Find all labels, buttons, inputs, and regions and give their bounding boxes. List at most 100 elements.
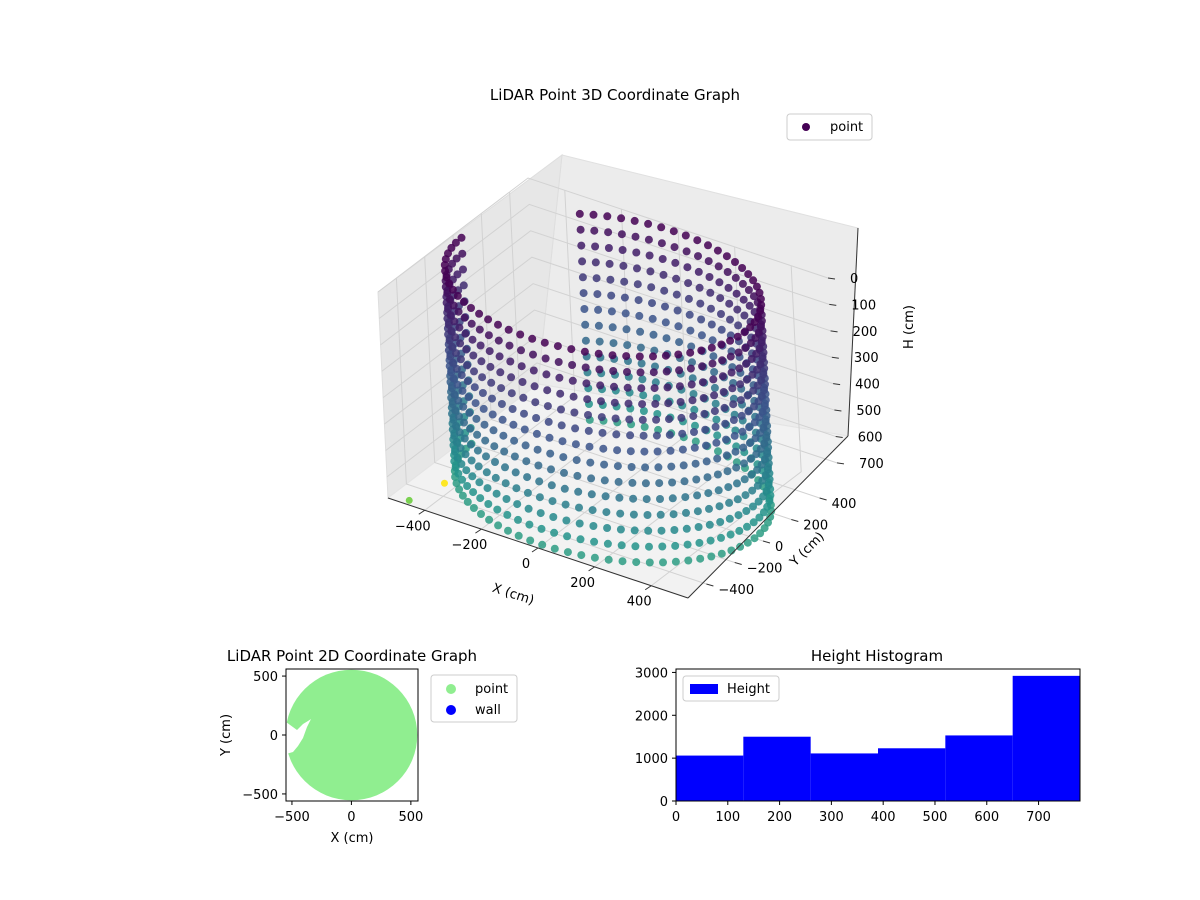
- cloud-point: [702, 441, 710, 450]
- cloud-point: [452, 349, 460, 358]
- cloud-point: [580, 347, 589, 356]
- cloud-point: [750, 534, 759, 543]
- x-tick-label-3d: −200: [452, 538, 488, 553]
- cloud-point: [708, 359, 717, 368]
- cloud-point: [587, 474, 596, 483]
- cloud-point: [463, 361, 471, 370]
- cloud-point: [732, 289, 741, 298]
- cloud-point: [496, 368, 505, 377]
- cloud-point: [668, 478, 677, 487]
- cloud-point: [578, 257, 587, 266]
- cloud-point: [547, 481, 556, 490]
- cloud-point: [705, 504, 713, 513]
- cloud-point: [648, 314, 657, 323]
- cloud-point: [586, 458, 595, 467]
- cloud-point: [637, 384, 646, 393]
- cloud-point: [702, 457, 711, 466]
- cloud-point: [710, 391, 719, 400]
- cloud-point: [749, 276, 758, 285]
- cloud-point: [525, 520, 534, 529]
- cloud-point: [742, 375, 751, 384]
- x-tick-mark-3d: [418, 509, 426, 515]
- cloud-point: [698, 362, 707, 371]
- histogram-title: Height Histogram: [811, 647, 943, 665]
- cloud-point: [513, 500, 522, 509]
- cloud-point: [625, 415, 634, 424]
- cloud-point: [736, 396, 745, 405]
- y-tick-label-3d: −200: [747, 562, 783, 577]
- cloud-point: [645, 558, 654, 567]
- cloud-point: [578, 273, 587, 282]
- cloud-point: [717, 340, 726, 349]
- cloud-point: [595, 337, 604, 346]
- cloud-point: [686, 326, 695, 335]
- cloud-point: [603, 539, 612, 548]
- cloud-point: [463, 377, 472, 386]
- cloud-point: [755, 513, 764, 522]
- cloud-point: [562, 516, 571, 525]
- cloud-point: [691, 421, 699, 430]
- cloud-point: [617, 541, 626, 550]
- cloud-point: [667, 462, 676, 471]
- cloud-point: [448, 285, 457, 294]
- cloud-point: [752, 349, 761, 358]
- histogram-x-tick-label: 200: [767, 810, 792, 825]
- cloud-point: [738, 427, 747, 436]
- cloud-point: [714, 486, 723, 495]
- cloud-point: [501, 479, 510, 488]
- cloud-point: [627, 463, 636, 471]
- cloud-point: [744, 286, 753, 294]
- cloud-point: [728, 384, 737, 393]
- cloud-point: [757, 301, 766, 309]
- cloud-point: [742, 507, 751, 515]
- cloud-point: [455, 428, 464, 437]
- cloud-point: [628, 478, 637, 487]
- cloud-point: [684, 294, 693, 303]
- cloud-point: [459, 265, 467, 274]
- cloud-point: [717, 310, 725, 318]
- cloud-point: [691, 459, 700, 468]
- cloud-point: [746, 323, 755, 332]
- cloud-point: [718, 372, 727, 381]
- cloud-point: [699, 394, 708, 402]
- y-tick-mark-3d: [791, 519, 799, 522]
- cloud-point: [484, 315, 493, 324]
- histogram-bar: [1012, 675, 1080, 801]
- histogram-bar: [676, 755, 744, 801]
- grid-line-z: [380, 230, 831, 346]
- cloud-point: [598, 428, 607, 437]
- cloud-point: [567, 345, 576, 354]
- cloud-point: [662, 334, 671, 343]
- cloud-point: [682, 247, 691, 256]
- cloud-point: [737, 411, 746, 420]
- cloud-point: [693, 491, 702, 500]
- cloud-point: [731, 273, 740, 282]
- cloud-point: [528, 334, 537, 343]
- cloud-point: [493, 505, 502, 514]
- cloud-point: [604, 228, 613, 237]
- cloud-point: [470, 383, 479, 392]
- cloud-point: [499, 431, 508, 440]
- cloud-point: [603, 212, 612, 221]
- cloud-point: [622, 325, 631, 334]
- cloud-point: [695, 283, 704, 292]
- cloud-point: [540, 338, 549, 347]
- legend-2d-point-label: point: [475, 682, 508, 697]
- cloud-point: [526, 536, 535, 545]
- z-ticks-3d: 0 100 200 300 400 500 600 700: [827, 272, 884, 472]
- y-tick-mark-3d: [734, 562, 742, 565]
- cloud-point: [542, 370, 551, 379]
- cloud-point: [629, 494, 638, 503]
- cloud-point: [637, 359, 646, 368]
- cloud-point: [732, 463, 741, 472]
- cloud-point: [707, 320, 716, 329]
- cloud-point: [731, 258, 739, 266]
- cloud-point: [713, 246, 722, 255]
- cloud-point: [594, 349, 603, 358]
- cloud-point: [452, 254, 461, 263]
- cloud-point: [585, 442, 594, 451]
- cloud-point: [591, 242, 600, 251]
- z-tick-label-3d: 300: [854, 351, 879, 366]
- cloud-point: [705, 520, 714, 529]
- cloud-point: [589, 522, 598, 530]
